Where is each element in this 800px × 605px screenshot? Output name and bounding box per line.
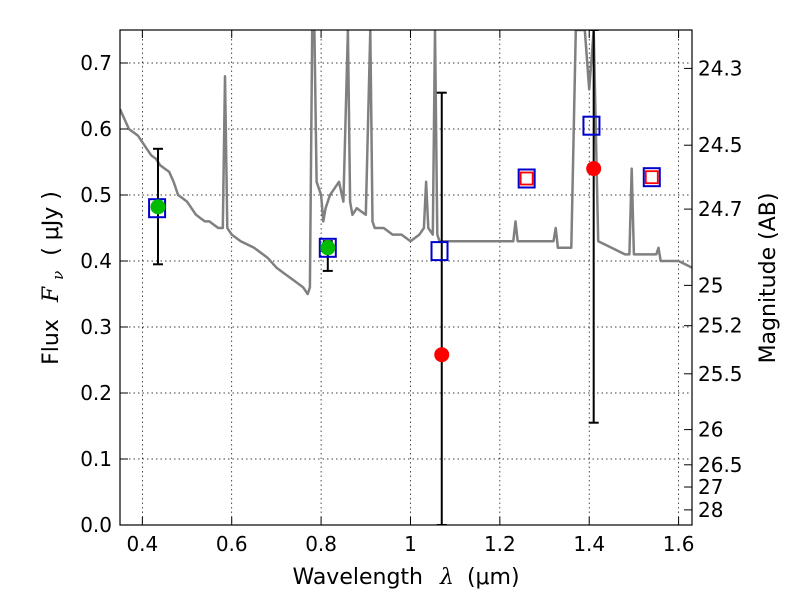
x-tick-label: 0.6 (216, 532, 248, 556)
data-layer (120, 30, 692, 525)
open-marker (644, 170, 659, 185)
y2-tick-label: 25.2 (698, 314, 743, 338)
y-tick-label: 0.4 (80, 249, 112, 273)
y-axis-label: Flux F ν ( μJy ) (39, 191, 69, 365)
y2-tick-label: 24.7 (698, 197, 743, 221)
y-tick-label: 0.7 (80, 51, 112, 75)
nondetection-marker (586, 161, 602, 177)
y2-axis-label: Magnitude (AB) (756, 193, 781, 364)
y-tick-label: 0.5 (80, 183, 112, 207)
plot-area (120, 30, 692, 525)
open-marker (519, 171, 534, 186)
x-tick-label: 0.4 (126, 532, 158, 556)
y2-tick-label: 24.5 (698, 133, 743, 157)
nondetection-marker (434, 347, 450, 363)
y2-tick-label: 25 (698, 273, 723, 297)
x-axis-label: Wavelength λ (μm) (292, 565, 519, 590)
plot-frame (119, 29, 693, 526)
x-tick-label: 1.6 (663, 532, 695, 556)
model-square-marker (642, 167, 661, 188)
y-tick-label: 0.2 (80, 381, 112, 405)
y-tick-label: 0.3 (80, 315, 112, 339)
y2-tick-label: 27 (698, 475, 723, 499)
y2-tick-label: 24.3 (698, 56, 743, 80)
x-tick-label: 1.2 (484, 532, 516, 556)
x-tick-label: 1.4 (573, 532, 605, 556)
x-tick-label: 1 (404, 532, 417, 556)
grid (120, 30, 692, 526)
y-tick-label: 0.6 (80, 117, 112, 141)
x-tick-label: 0.8 (305, 532, 337, 556)
spectrum-line (120, 30, 692, 296)
y2-tick-label: 26.5 (698, 453, 743, 477)
model-square-marker (430, 241, 449, 262)
y2-tick-label: 26 (698, 418, 723, 442)
y2-tick-label: 28 (698, 498, 723, 522)
model-square-marker (318, 237, 337, 258)
y-tick-label: 0.0 (80, 513, 112, 537)
y2-tick-label: 25.5 (698, 362, 743, 386)
model-square-marker (517, 168, 536, 189)
detection-marker (320, 240, 336, 256)
axes: 0.4 0.6 0.8 1 1.2 1.4 1.6 0.0 0.1 0.2 0.3 0.4 0.5 0.6… (80, 29, 743, 556)
y-tick-label: 0.1 (80, 447, 112, 471)
model-square-marker (582, 115, 601, 136)
detection-marker (150, 199, 166, 215)
